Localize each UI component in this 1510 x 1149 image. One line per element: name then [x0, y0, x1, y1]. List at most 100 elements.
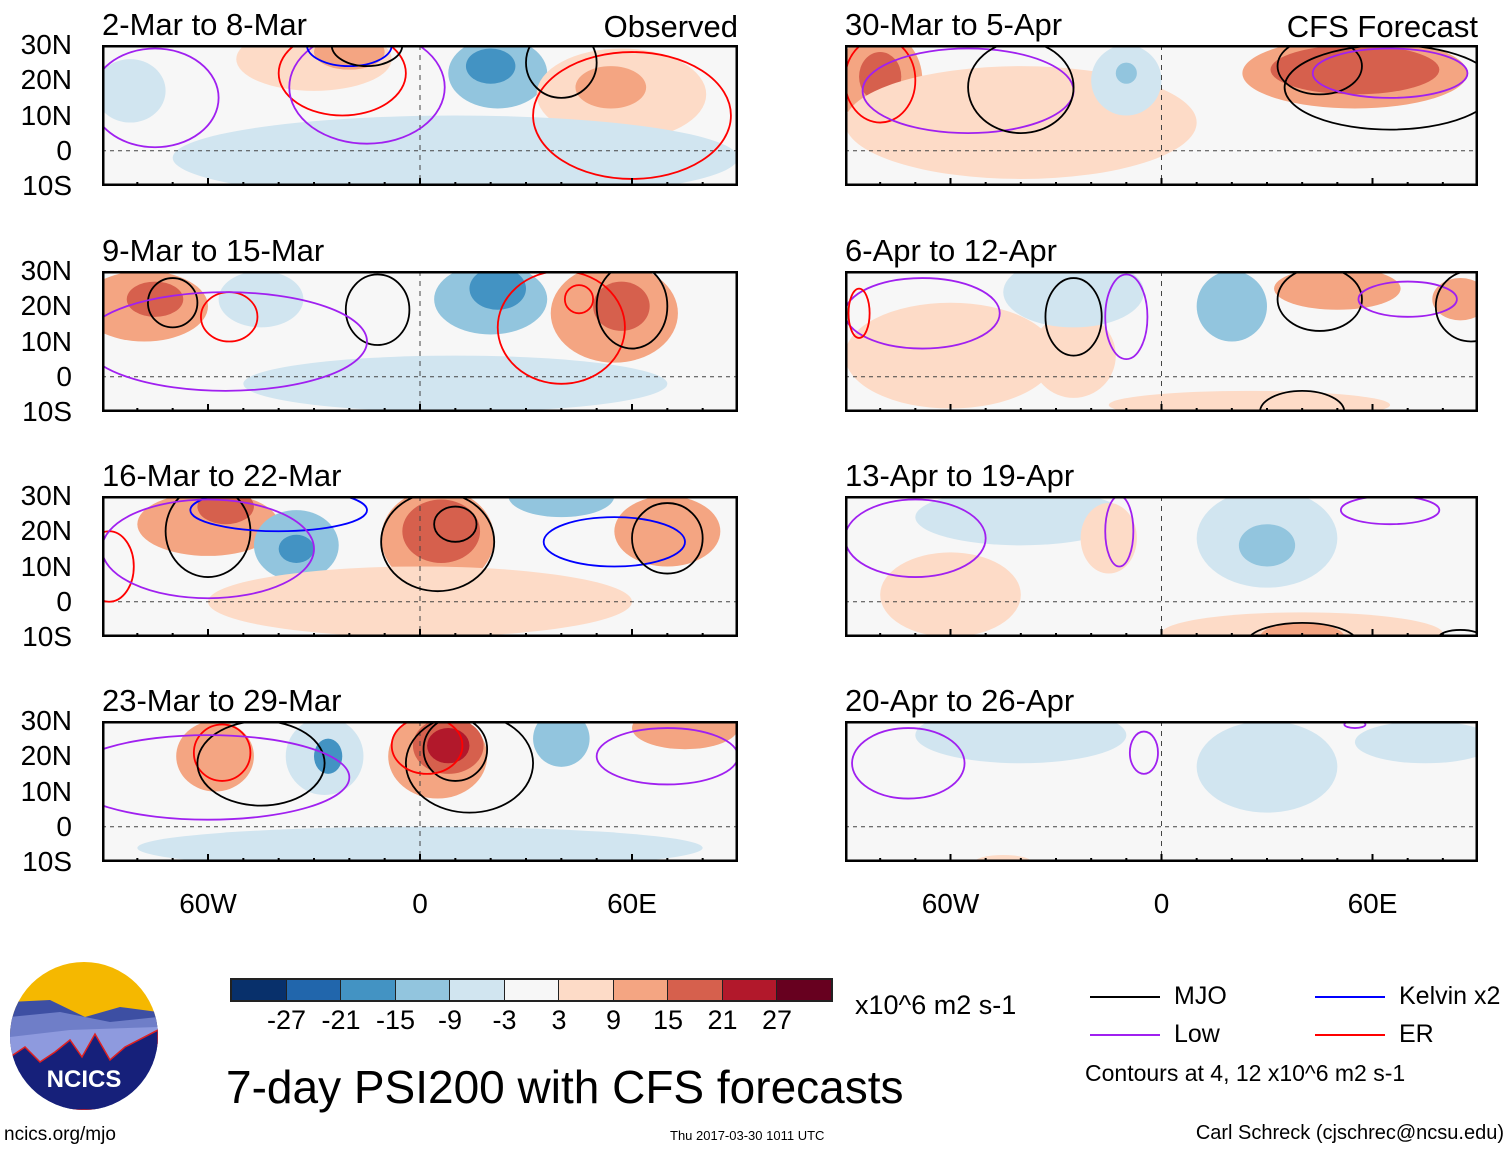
anomaly-shading — [1196, 271, 1267, 342]
panel-title: 9-Mar to 15-Mar — [102, 233, 325, 268]
y-tick-label: 0 — [56, 134, 72, 166]
footer-url[interactable]: ncics.org/mjo — [4, 1124, 116, 1145]
footer-timestamp: Thu 2017-03-30 1011 UTC — [670, 1128, 825, 1143]
y-tick-label: 10S — [22, 846, 72, 877]
anomaly-shading — [102, 59, 166, 123]
colorbar-tick-label: 9 — [605, 1005, 622, 1035]
y-tick-label: 10S — [22, 396, 72, 427]
y-tick-label: 0 — [56, 585, 72, 617]
anomaly-shading — [533, 721, 590, 767]
x-tick-label: 0 — [1153, 888, 1170, 919]
contour-er — [496, 271, 626, 385]
anomaly-shading — [1259, 622, 1345, 637]
colorbar-tick-label: -15 — [375, 1005, 416, 1035]
contour-mjo — [1276, 271, 1363, 332]
y-tick-label: 20N — [20, 290, 72, 322]
contour-mjo — [196, 721, 326, 807]
colorbar-tick-label: -9 — [437, 1005, 463, 1035]
contour-low — [102, 291, 368, 392]
anomaly-shading — [1354, 721, 1478, 764]
contour-mjo — [330, 45, 404, 68]
y-tick-label: 10N — [20, 550, 72, 582]
anomaly-shading — [1238, 524, 1296, 567]
colorbar-tick-label: 27 — [761, 1005, 793, 1035]
colorbar-swatch — [668, 980, 723, 1000]
contour-low — [1311, 47, 1469, 99]
contour-mjo — [1247, 622, 1357, 637]
anomaly-shading — [208, 566, 632, 637]
map-panel — [845, 271, 1478, 412]
map-panel — [845, 45, 1478, 186]
x-tick-label: 60W — [921, 888, 980, 919]
contour-er — [847, 287, 871, 339]
colorbar-swatch — [341, 980, 396, 1000]
anomaly-shading — [197, 496, 254, 525]
y-tick-label: 20N — [20, 740, 72, 772]
contour-kelvin-x2 — [306, 45, 393, 68]
legend-label: ER — [1399, 1020, 1434, 1048]
y-tick-label: 10S — [22, 621, 72, 652]
contour-er — [563, 284, 595, 315]
anomaly-shading — [845, 302, 1056, 409]
colorbar-swatches — [230, 978, 833, 1002]
legend-item: Kelvin x2 — [1315, 982, 1500, 1011]
anomaly-shading — [915, 496, 1127, 546]
y-tick-label: 0 — [56, 360, 72, 392]
legend-line-swatch — [1315, 1033, 1385, 1036]
anomaly-shading — [465, 48, 516, 84]
y-tick-label: 30N — [20, 480, 72, 511]
contour-mjo — [404, 721, 534, 814]
y-tick-label: 10N — [20, 99, 72, 131]
anomaly-shading — [469, 271, 526, 310]
anomaly-shading — [1238, 735, 1296, 792]
anomaly-shading — [402, 499, 481, 563]
y-tick-label: 10S — [22, 170, 72, 201]
anomaly-shading — [243, 355, 668, 412]
contour-er — [390, 721, 464, 775]
anomaly-shading — [880, 552, 1021, 637]
x-tick-label: 60E — [607, 888, 657, 919]
anomaly-shading — [915, 721, 1127, 764]
contour-low — [1104, 273, 1149, 361]
colorbar-units: x10^6 m2 s-1 — [855, 990, 1017, 1020]
anomaly-shading — [427, 728, 470, 764]
contour-kelvin-x2 — [189, 496, 368, 533]
colorbar-swatch — [286, 980, 341, 1000]
colorbar-swatch — [613, 980, 668, 1000]
legend-label: MJO — [1174, 982, 1227, 1010]
footer-author: Carl Schreck (cjschrec@ncsu.edu) — [1195, 1122, 1504, 1144]
contour-mjo — [1044, 277, 1103, 357]
y-tick-label: 30N — [20, 255, 72, 286]
anomaly-shading — [1003, 271, 1144, 328]
y-tick-label: 20N — [20, 64, 72, 96]
panel-title: 23-Mar to 29-Mar — [102, 683, 342, 718]
panel-tag: CFS Forecast — [1286, 9, 1478, 44]
contour-mjo — [344, 273, 411, 346]
legend-item: MJO — [1090, 982, 1227, 1011]
contour-low — [102, 734, 351, 821]
contour-mjo — [631, 502, 704, 575]
map-panel — [845, 496, 1478, 637]
contour-low — [1104, 496, 1135, 568]
y-tick-label: 10N — [20, 775, 72, 807]
anomaly-shading — [278, 534, 314, 563]
colorbar-tick-label: -3 — [492, 1005, 517, 1035]
panel-title: 2-Mar to 8-Mar — [102, 7, 307, 42]
anomaly-shading — [614, 496, 721, 567]
contour-mjo — [164, 496, 252, 578]
panel-title: 6-Apr to 12-Apr — [845, 233, 1057, 268]
colorbar-tick-label: 15 — [652, 1005, 684, 1035]
contour-mjo — [967, 45, 1075, 135]
panel-title: 20-Apr to 26-Apr — [845, 683, 1075, 718]
anomaly-shading — [190, 731, 240, 781]
panel-title: 13-Apr to 19-Apr — [845, 458, 1075, 493]
contour-low — [851, 727, 966, 800]
logo-text: NCICS — [47, 1066, 122, 1093]
map-panel — [845, 721, 1478, 862]
contour-mjo — [1434, 271, 1478, 343]
contour-mjo — [433, 505, 478, 543]
colorbar-tick-label: -27 — [266, 1005, 307, 1035]
panel-title: 30-Mar to 5-Apr — [845, 7, 1063, 42]
anomaly-shading — [1270, 45, 1440, 95]
contour-low — [1343, 721, 1367, 729]
